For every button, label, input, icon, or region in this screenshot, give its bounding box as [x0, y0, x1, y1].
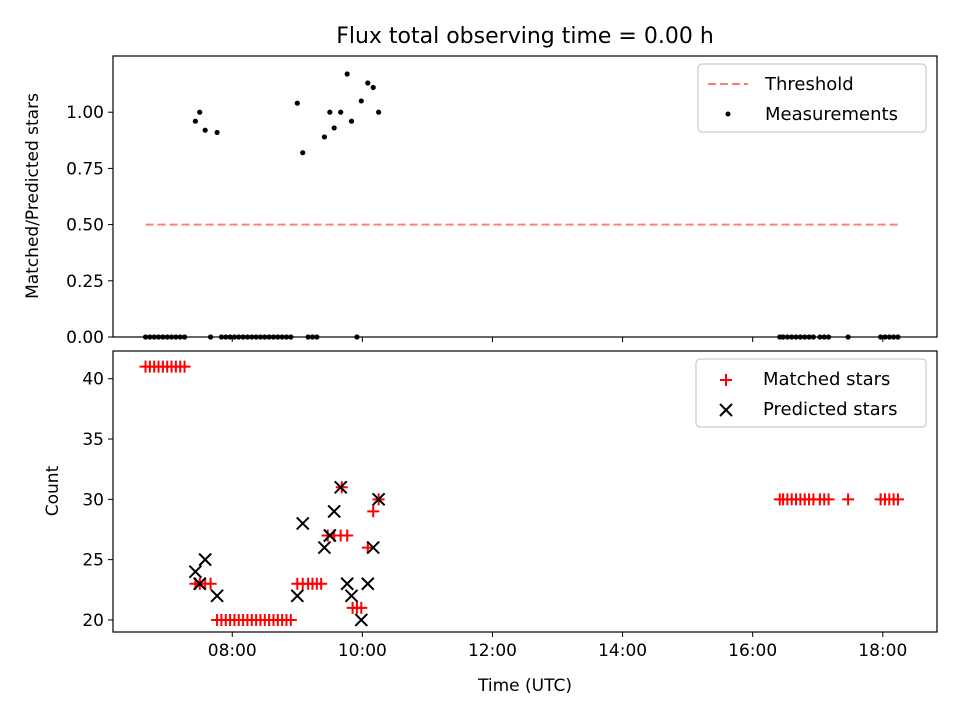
top-legend: Threshold Measurements [697, 63, 927, 133]
predicted-star-point [354, 613, 368, 627]
predicted-star-point [198, 552, 212, 567]
top-y-tick-label: 1.00 [66, 103, 104, 123]
matched-star-point [822, 493, 835, 506]
x-axis-label: Time (UTC) [477, 676, 572, 696]
matched-star-point [891, 493, 904, 506]
predicted-star-point [371, 492, 386, 507]
predicted-star-point [340, 577, 354, 591]
measurement-point [370, 84, 376, 91]
predicted-star-point [188, 564, 203, 579]
measurement-point [300, 150, 306, 156]
bottom-panel-marks [139, 360, 904, 627]
measurement-point [358, 98, 364, 104]
top-panel: 0.00 0.25 0.50 0.75 1.00 Matched/Predicted s… [23, 55, 938, 348]
bottom-y-tick-label: 40 [82, 370, 104, 390]
legend-predicted-label: Predicted stars [763, 399, 897, 420]
top-y-tick-label: 0.50 [66, 216, 104, 236]
top-legend-box [697, 63, 927, 133]
legend-measurements-swatch [725, 111, 731, 117]
matched-star-point [284, 613, 297, 626]
bottom-panel: 20 25 30 35 40 08:00 10:00 12:00 14:00 16:00 18:00… [43, 350, 938, 696]
predicted-star-point [323, 528, 337, 543]
bottom-x-tick-label: 14:00 [598, 641, 647, 661]
bottom-legend: Matched stars Predicted stars [695, 358, 927, 428]
predicted-star-point [317, 540, 332, 555]
predicted-star-point [366, 540, 380, 555]
matched-star-point [178, 360, 191, 373]
measurement-point [197, 109, 203, 115]
measurement-point [344, 71, 350, 77]
measurement-point [192, 118, 198, 124]
matched-star-point [355, 601, 368, 614]
top-panel-frame [112, 55, 938, 338]
predicted-star-point [290, 589, 305, 603]
predicted-star-point [296, 516, 310, 531]
bottom-y-tick-label: 20 [82, 611, 104, 631]
top-y-tick-label: 0.00 [66, 328, 104, 348]
predicted-star-point [333, 480, 348, 494]
measurement-point [376, 109, 382, 115]
measurement-point [348, 118, 355, 124]
top-panel-ticks: 0.00 0.25 0.50 0.75 1.00 [66, 103, 884, 348]
bottom-legend-box [695, 358, 927, 428]
matched-star-point [361, 541, 374, 554]
bottom-x-tick-label: 12:00 [468, 641, 517, 661]
bottom-x-tick-label: 18:00 [858, 641, 907, 661]
legend-matched-swatch [720, 374, 732, 386]
bottom-x-tick-label: 16:00 [728, 641, 777, 661]
bottom-y-tick-label: 25 [82, 551, 104, 571]
predicted-star-point [327, 504, 341, 519]
legend-matched-label: Matched stars [763, 369, 890, 390]
predicted-star-point [344, 589, 359, 603]
top-y-tick-label: 0.75 [66, 159, 104, 179]
measurement-point [327, 109, 333, 115]
matched-star-point [315, 577, 328, 590]
bottom-x-tick-label: 10:00 [338, 641, 387, 661]
predicted-star-point [193, 577, 207, 591]
measurement-point [331, 125, 337, 131]
bottom-y-tick-label: 30 [82, 490, 104, 510]
matched-star-point [204, 577, 217, 590]
predicted-star-point [210, 589, 224, 603]
top-y-axis-label: Matched/Predicted stars [23, 93, 43, 299]
matched-star-point [842, 493, 855, 506]
measurement-point [294, 100, 300, 106]
measurement-point [365, 80, 371, 86]
matched-star-point [341, 529, 354, 542]
measurement-point [214, 129, 220, 136]
measurement-point [338, 109, 344, 115]
bottom-x-tick-label: 08:00 [208, 641, 257, 661]
bottom-panel-frame [112, 350, 938, 633]
bottom-y-axis-label: Count [43, 465, 63, 516]
legend-predicted-swatch [719, 403, 733, 417]
top-y-tick-label: 0.25 [66, 272, 104, 292]
chart-title: Flux total observing time = 0.00 h [336, 24, 714, 49]
legend-measurements-label: Measurements [765, 104, 898, 125]
legend-threshold-label: Threshold [764, 74, 854, 95]
predicted-star-point [361, 577, 375, 591]
matched-star-point [367, 505, 380, 518]
bottom-panel-ticks: 20 25 30 35 40 08:00 10:00 12:00 14:00 16:00 18:00 [82, 370, 907, 661]
measurement-point [202, 127, 208, 133]
bottom-y-tick-label: 35 [82, 430, 104, 450]
measurement-point [321, 134, 328, 140]
